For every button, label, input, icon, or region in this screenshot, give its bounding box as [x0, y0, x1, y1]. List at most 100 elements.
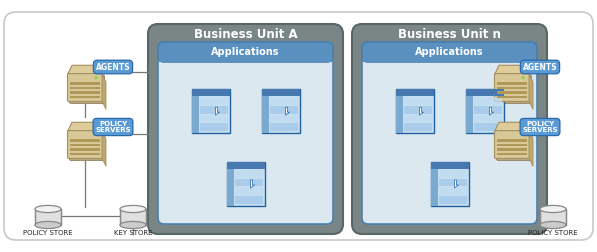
FancyBboxPatch shape: [148, 24, 343, 234]
Bar: [404, 115, 432, 122]
Polygon shape: [529, 131, 533, 166]
Bar: [473, 97, 501, 105]
Bar: [235, 179, 263, 186]
Text: AGENTS: AGENTS: [96, 62, 130, 72]
FancyBboxPatch shape: [430, 162, 469, 206]
Circle shape: [522, 133, 525, 136]
Bar: [363, 52, 536, 62]
FancyBboxPatch shape: [494, 73, 530, 102]
Text: POLICY
SERVERS: POLICY SERVERS: [522, 120, 558, 134]
Ellipse shape: [540, 205, 566, 213]
FancyBboxPatch shape: [4, 12, 593, 240]
Text: Applications: Applications: [211, 47, 280, 57]
Bar: [466, 96, 472, 133]
Bar: [199, 97, 227, 105]
Polygon shape: [216, 107, 220, 115]
Bar: [473, 123, 501, 131]
FancyBboxPatch shape: [261, 89, 300, 133]
FancyBboxPatch shape: [352, 24, 547, 234]
Bar: [430, 169, 438, 206]
Bar: [226, 169, 233, 206]
FancyBboxPatch shape: [497, 132, 531, 161]
Bar: [497, 96, 527, 98]
Text: Business Unit n: Business Unit n: [398, 28, 501, 42]
FancyBboxPatch shape: [466, 89, 503, 133]
Bar: [439, 187, 466, 195]
Bar: [439, 170, 466, 178]
Text: Applications: Applications: [416, 47, 484, 57]
Polygon shape: [285, 107, 290, 115]
Bar: [235, 170, 263, 178]
Bar: [235, 187, 263, 195]
Bar: [540, 209, 566, 225]
Text: Business Unit A: Business Unit A: [193, 28, 297, 42]
Ellipse shape: [35, 222, 61, 229]
Text: AGENTS: AGENTS: [523, 62, 558, 72]
Circle shape: [94, 76, 97, 79]
Bar: [261, 89, 300, 96]
Bar: [199, 106, 227, 114]
Circle shape: [522, 76, 525, 79]
Bar: [439, 196, 466, 204]
Bar: [70, 139, 100, 142]
FancyBboxPatch shape: [192, 89, 229, 133]
Bar: [466, 89, 503, 96]
Ellipse shape: [120, 222, 146, 229]
FancyBboxPatch shape: [69, 132, 104, 161]
Polygon shape: [102, 131, 106, 166]
FancyBboxPatch shape: [158, 42, 333, 62]
FancyBboxPatch shape: [67, 73, 103, 102]
Bar: [70, 96, 100, 98]
Bar: [159, 52, 332, 62]
Bar: [269, 106, 297, 114]
Text: POLICY STORE: POLICY STORE: [23, 230, 73, 236]
Bar: [497, 139, 527, 142]
FancyBboxPatch shape: [362, 42, 537, 62]
Bar: [226, 162, 264, 169]
Bar: [70, 82, 100, 84]
Bar: [70, 148, 100, 150]
Polygon shape: [420, 107, 423, 115]
Text: POLICY STORE: POLICY STORE: [528, 230, 578, 236]
Bar: [120, 209, 146, 225]
Bar: [430, 162, 469, 169]
Bar: [404, 97, 432, 105]
Polygon shape: [529, 74, 533, 109]
Bar: [497, 152, 527, 155]
Bar: [497, 86, 527, 89]
Polygon shape: [454, 180, 458, 188]
FancyBboxPatch shape: [362, 42, 537, 224]
Text: KEY STORE: KEY STORE: [114, 230, 152, 236]
FancyBboxPatch shape: [67, 130, 103, 159]
Bar: [199, 115, 227, 122]
Bar: [199, 123, 227, 131]
Bar: [235, 196, 263, 204]
Bar: [35, 209, 61, 225]
Bar: [497, 91, 527, 93]
Bar: [404, 106, 432, 114]
Bar: [473, 115, 501, 122]
Bar: [192, 89, 229, 96]
Polygon shape: [102, 74, 106, 109]
Bar: [269, 97, 297, 105]
Circle shape: [94, 133, 97, 136]
Bar: [70, 152, 100, 155]
FancyBboxPatch shape: [494, 130, 530, 159]
Polygon shape: [68, 65, 102, 74]
Ellipse shape: [120, 205, 146, 213]
Polygon shape: [68, 122, 102, 131]
FancyBboxPatch shape: [395, 89, 433, 133]
FancyBboxPatch shape: [69, 75, 104, 104]
FancyBboxPatch shape: [497, 75, 531, 104]
Bar: [395, 96, 402, 133]
Text: POLICY
SERVERS: POLICY SERVERS: [95, 120, 131, 134]
Bar: [70, 143, 100, 146]
Ellipse shape: [540, 222, 566, 229]
Polygon shape: [251, 180, 254, 188]
Bar: [497, 148, 527, 150]
Bar: [269, 123, 297, 131]
Bar: [269, 115, 297, 122]
Ellipse shape: [35, 205, 61, 213]
Polygon shape: [490, 107, 494, 115]
Bar: [473, 106, 501, 114]
